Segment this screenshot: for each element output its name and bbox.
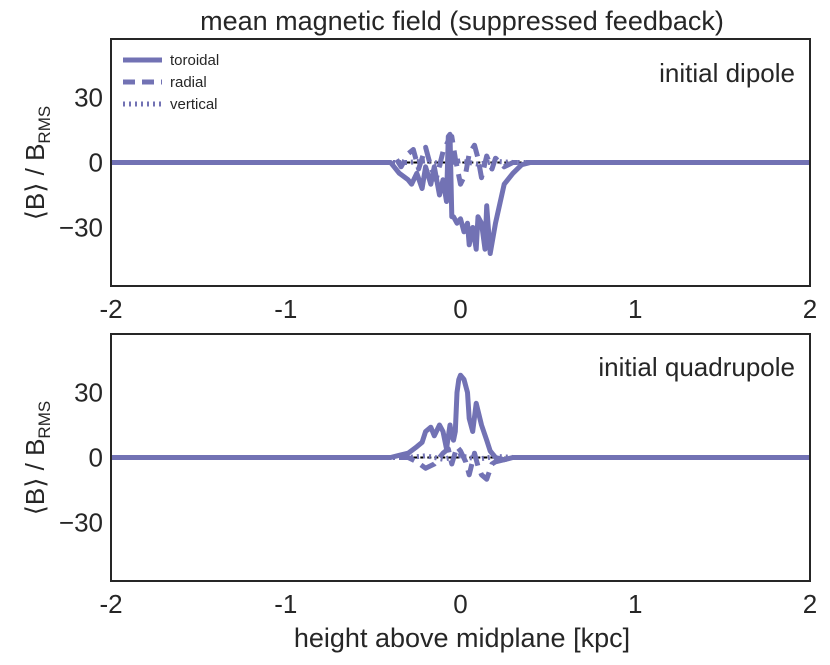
y-tick-label: 0 xyxy=(89,443,103,473)
y-tick-label: 30 xyxy=(74,83,103,113)
legend-label-radial: radial xyxy=(170,74,207,91)
series-layer xyxy=(111,131,810,256)
x-tick-label: -1 xyxy=(274,294,297,324)
series-line-toroidal xyxy=(111,372,810,463)
x-tick-label: 0 xyxy=(453,589,467,619)
panel-initial-dipole: ⟨B⟩ / BRMS initial dipole -2 -1 0 1 2300−30 … xyxy=(20,38,817,325)
x-tick-label: 0 xyxy=(453,294,467,324)
y-axis-label: ⟨B⟩ / BRMS xyxy=(20,401,54,515)
y-tick-label: 0 xyxy=(89,148,103,178)
legend-label-toroidal: toroidal xyxy=(170,52,219,69)
tick-labels: -2 -1 0 1 2 30 0 −30 xyxy=(59,378,817,620)
x-tick-label: 2 xyxy=(803,589,817,619)
y-tick-label: −30 xyxy=(59,508,103,538)
series-line-radial xyxy=(111,134,810,187)
panel-annotation: initial dipole xyxy=(659,58,795,88)
x-tick-label: 1 xyxy=(628,589,642,619)
figure-title: mean magnetic field (suppressed feedback… xyxy=(200,6,724,36)
panel-annotation: initial quadrupole xyxy=(598,352,795,382)
series-line-vertical xyxy=(111,158,810,167)
y-tick-label: −30 xyxy=(59,213,103,243)
series-layer xyxy=(111,372,810,482)
legend: toroidal radial vertical xyxy=(123,52,219,113)
series-line-radial xyxy=(111,444,810,482)
series-line-toroidal xyxy=(111,131,810,256)
x-tick-label: 1 xyxy=(628,294,642,324)
legend-label-vertical: vertical xyxy=(170,96,218,113)
x-tick-label: 2 xyxy=(803,294,817,324)
y-tick-label: 30 xyxy=(74,378,103,408)
plot-frame xyxy=(110,333,811,582)
plot-frame xyxy=(110,38,811,287)
x-tick-label: -2 xyxy=(99,294,122,324)
y-axis-label: ⟨B⟩ / BRMS xyxy=(20,106,54,220)
x-axis-label: height above midplane [kpc] xyxy=(294,623,630,653)
x-tick-label: -1 xyxy=(274,589,297,619)
tick-labels: -2 -1 0 1 2 30 0 −30 xyxy=(59,83,817,325)
x-tick-label: -2 xyxy=(99,589,122,619)
panel-initial-quadrupole: ⟨B⟩ / BRMS initial quadrupole -2 -1 0 1 2 30 0… xyxy=(20,333,817,653)
